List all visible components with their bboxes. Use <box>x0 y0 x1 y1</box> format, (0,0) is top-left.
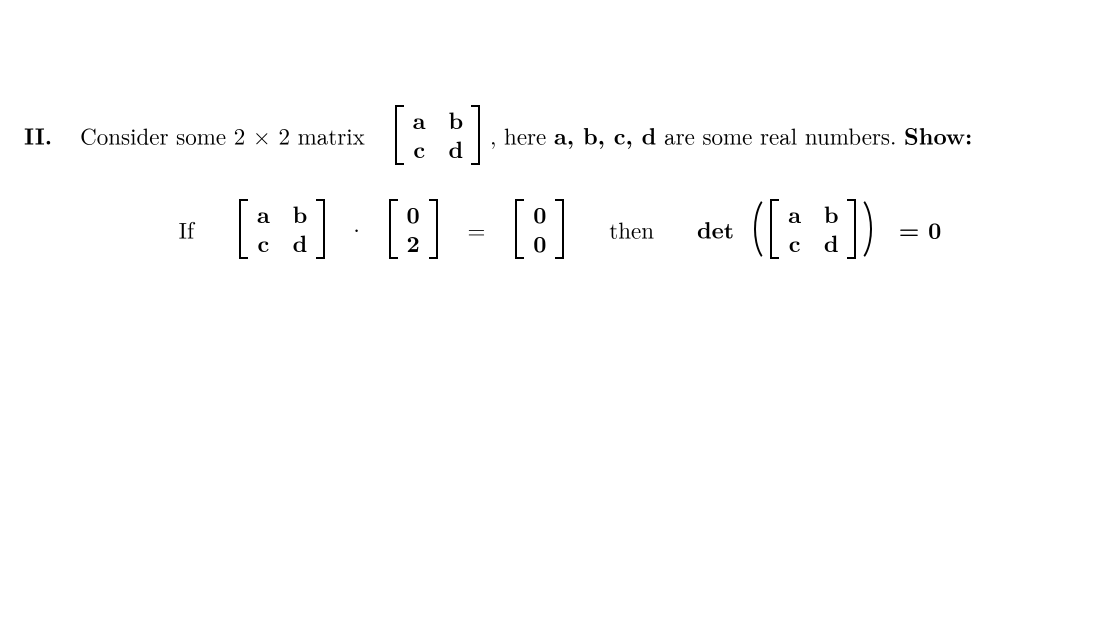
then-word: then <box>609 212 654 245</box>
matrix-A-lhs: a b c d <box>239 200 325 258</box>
matrix-entry: a <box>780 200 809 229</box>
page: II. Consider some 2 × 2 matrix a b c d ,… <box>0 0 1120 617</box>
matrix-entry: b <box>286 200 315 229</box>
matrix-entry: a <box>405 106 434 135</box>
vector-input: 0 2 <box>389 200 438 258</box>
vector-entry: 0 <box>399 200 428 229</box>
intro-text-after-matrix: , here <box>490 118 554 151</box>
matrix-entry: d <box>441 135 470 164</box>
matrix-entry: c <box>405 135 434 164</box>
problem-line-1: II. Consider some 2 × 2 matrix a b c d ,… <box>24 106 1096 164</box>
vector-entry: 0 <box>525 200 554 229</box>
equals-sign: = <box>468 212 486 245</box>
matrix-entry: b <box>441 106 470 135</box>
matrix-A-det: a b c d <box>770 200 856 258</box>
show-word: Show: <box>904 118 972 151</box>
problem-line-2: If a b c d · 0 2 <box>0 200 1120 258</box>
dot-operator: · <box>348 212 366 245</box>
matrix-A-inline: a b c d <box>395 106 481 164</box>
equals-zero: = 0 <box>899 212 942 245</box>
matrix-entry: b <box>817 200 846 229</box>
matrix-entry: d <box>286 229 315 258</box>
det-parentheses: a b c d <box>755 200 871 258</box>
vector-entry: 0 <box>525 229 554 258</box>
vector-zero: 0 0 <box>515 200 564 258</box>
variable-list: a, b, c, d <box>554 118 656 151</box>
problem-number: II. <box>24 118 52 151</box>
matrix-entry: c <box>780 229 809 258</box>
vector-entry: 2 <box>399 229 428 258</box>
matrix-entry: a <box>249 200 278 229</box>
matrix-entry: c <box>249 229 278 258</box>
intro-text-before-matrix: Consider some 2 × 2 matrix <box>80 118 365 151</box>
matrix-entry: d <box>817 229 846 258</box>
if-word: If <box>179 212 194 245</box>
det-word: det <box>697 212 734 245</box>
intro-text-after-vars: are some real numbers. <box>664 118 904 151</box>
